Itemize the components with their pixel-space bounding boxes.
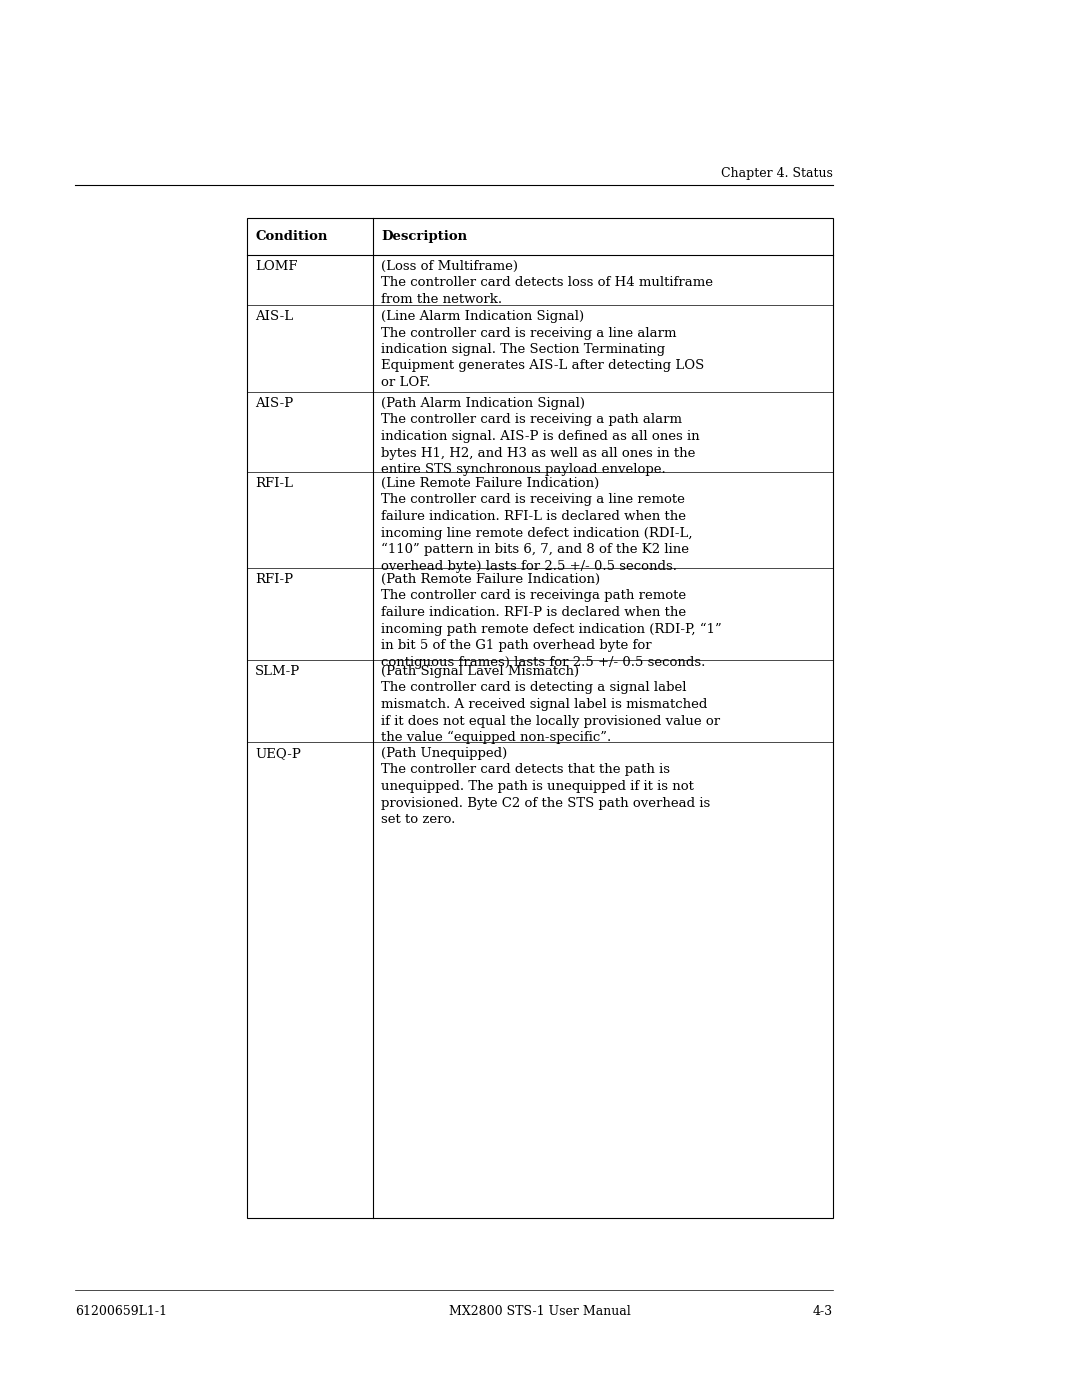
Text: AIS-L: AIS-L [255, 310, 293, 323]
Text: (Path Remote Failure Indication)
The controller card is receivinga path remote
f: (Path Remote Failure Indication) The con… [381, 573, 721, 669]
Text: RFI-P: RFI-P [255, 573, 293, 585]
Text: SLM-P: SLM-P [255, 665, 300, 678]
Text: RFI-L: RFI-L [255, 476, 293, 490]
Text: LOMF: LOMF [255, 260, 297, 272]
Text: Description: Description [381, 231, 468, 243]
Text: (Path Signal Lavel Mismatch)
The controller card is detecting a signal label
mis: (Path Signal Lavel Mismatch) The control… [381, 665, 720, 745]
Text: 4-3: 4-3 [813, 1305, 833, 1317]
Text: UEQ-P: UEQ-P [255, 747, 301, 760]
Text: 61200659L1-1: 61200659L1-1 [75, 1305, 167, 1317]
Text: (Loss of Multiframe)
The controller card detects loss of H4 multiframe
from the : (Loss of Multiframe) The controller card… [381, 260, 713, 306]
Text: (Path Unequipped)
The controller card detects that the path is
unequipped. The p: (Path Unequipped) The controller card de… [381, 747, 711, 826]
Text: AIS-P: AIS-P [255, 397, 294, 409]
Text: Chapter 4. Status: Chapter 4. Status [721, 168, 833, 180]
Text: (Line Remote Failure Indication)
The controller card is receiving a line remote
: (Line Remote Failure Indication) The con… [381, 476, 692, 573]
Text: Condition: Condition [255, 231, 327, 243]
Text: (Line Alarm Indication Signal)
The controller card is receiving a line alarm
ind: (Line Alarm Indication Signal) The contr… [381, 310, 704, 388]
Text: MX2800 STS-1 User Manual: MX2800 STS-1 User Manual [449, 1305, 631, 1317]
Text: (Path Alarm Indication Signal)
The controller card is receiving a path alarm
ind: (Path Alarm Indication Signal) The contr… [381, 397, 700, 476]
Bar [247, 218, 833, 1218]
